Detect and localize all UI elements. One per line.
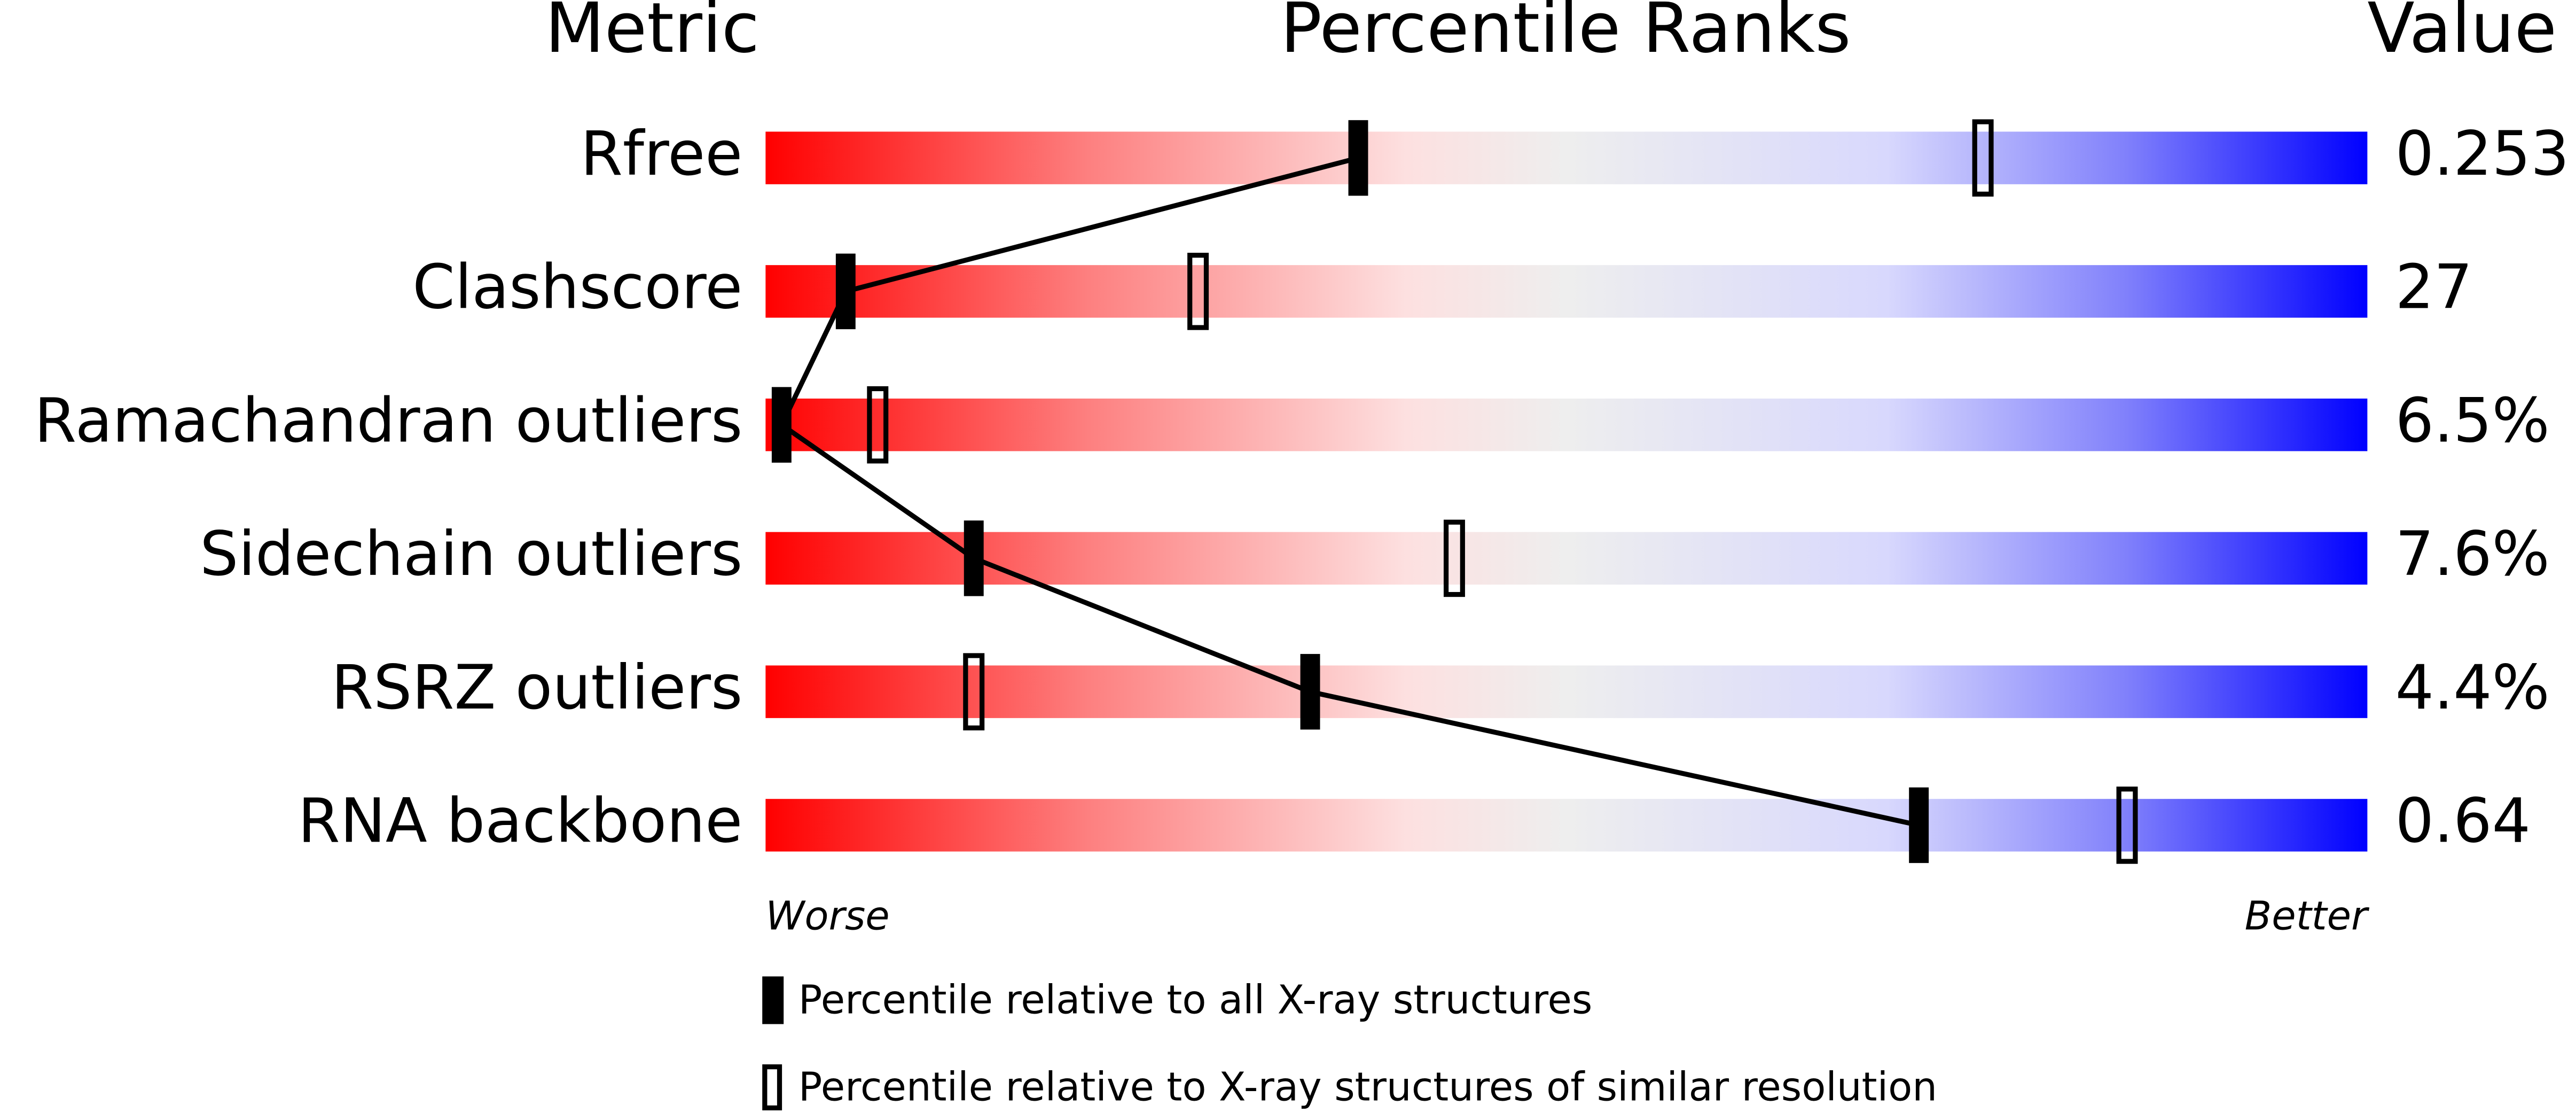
legend-swatch bbox=[762, 976, 784, 1024]
percentile-marker bbox=[964, 520, 984, 596]
header: Value bbox=[2367, 0, 2557, 68]
percentile-marker-open bbox=[867, 386, 889, 464]
percentile-marker bbox=[1909, 787, 1929, 863]
axis-label: Better bbox=[2245, 893, 2370, 939]
percentile-marker bbox=[771, 387, 792, 463]
legend-label: Percentile relative to X-ray structures … bbox=[798, 1064, 1937, 1110]
metric-label: RNA backbone bbox=[298, 785, 743, 857]
slider-bar bbox=[765, 799, 2368, 852]
percentile-marker-open bbox=[1187, 253, 1209, 330]
metric-label: Ramachandran outliers bbox=[34, 385, 742, 456]
percentile-marker-open bbox=[2116, 787, 2138, 864]
metric-label: Rfree bbox=[581, 118, 742, 189]
metric-label: Clashscore bbox=[412, 252, 742, 323]
header: Percentile Ranks bbox=[1280, 0, 1851, 68]
slider-bar bbox=[765, 131, 2368, 184]
legend-label: Percentile relative to all X-ray structu… bbox=[798, 977, 1592, 1023]
percentile-marker-open bbox=[1972, 119, 1994, 197]
value-label: 4.4% bbox=[2395, 652, 2550, 723]
percentile-marker-open bbox=[963, 653, 985, 730]
percentile-marker bbox=[1348, 120, 1368, 196]
slider-bar bbox=[765, 532, 2368, 585]
value-label: 27 bbox=[2395, 252, 2473, 323]
slider-bar bbox=[765, 665, 2368, 718]
axis-label: Worse bbox=[765, 893, 889, 939]
metric-label: RSRZ outliers bbox=[331, 652, 742, 723]
value-label: 0.64 bbox=[2395, 785, 2531, 857]
slider-bar bbox=[765, 265, 2368, 318]
metric-label: Sidechain outliers bbox=[200, 518, 742, 589]
percentile-marker bbox=[835, 253, 856, 330]
slider-bar bbox=[765, 398, 2368, 452]
header: Metric bbox=[545, 0, 760, 68]
legend-swatch bbox=[762, 1064, 782, 1111]
value-label: 0.253 bbox=[2395, 118, 2570, 189]
percentile-marker-open bbox=[1443, 519, 1465, 597]
value-label: 6.5% bbox=[2395, 385, 2550, 456]
value-label: 7.6% bbox=[2395, 518, 2550, 589]
percentile-line bbox=[778, 155, 1920, 828]
percentile-marker bbox=[1300, 653, 1320, 730]
